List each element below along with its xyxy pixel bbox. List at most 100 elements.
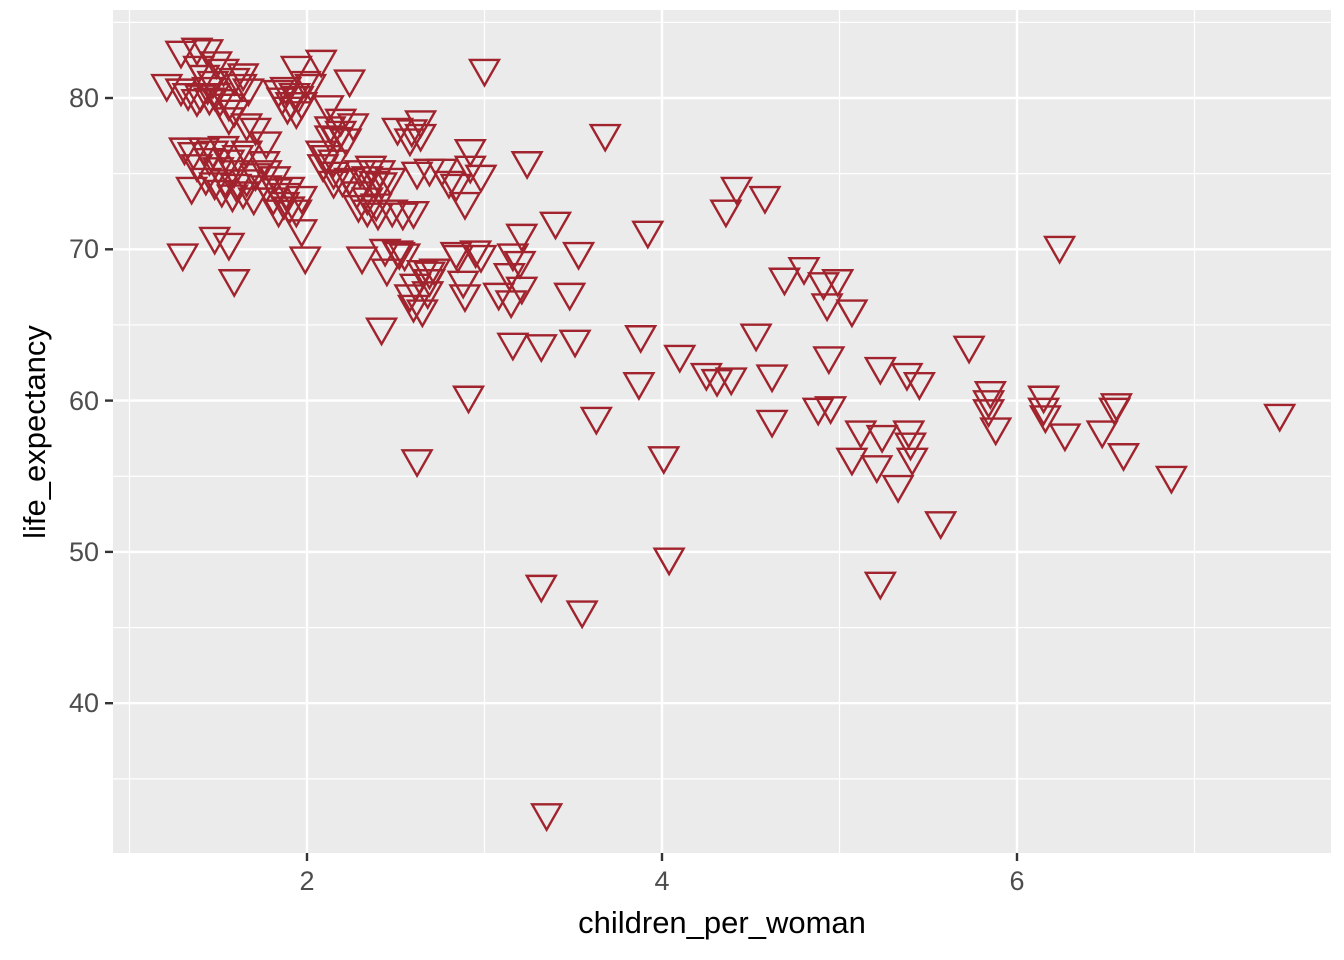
- data-point-triangle: [198, 226, 232, 256]
- data-point-triangle: [1106, 443, 1141, 473]
- data-point-triangle: [588, 123, 622, 153]
- data-point-triangle: [164, 40, 198, 70]
- data-point-triangle: [317, 170, 351, 200]
- data-point-triangle: [579, 406, 613, 436]
- data-point-triangle: [806, 272, 841, 302]
- data-point-triangle: [496, 243, 530, 273]
- data-point-triangle: [524, 334, 558, 364]
- data-point-triangle: [396, 294, 431, 324]
- data-point-triangle: [329, 128, 363, 158]
- data-point-triangle: [494, 290, 528, 320]
- data-point-triangle: [814, 396, 848, 426]
- data-point-triangle: [288, 246, 322, 276]
- data-point-triangle: [709, 199, 743, 229]
- data-point-triangle: [510, 151, 544, 181]
- data-point-triangle: [835, 447, 869, 477]
- y-axis-title: life_expectancy: [17, 325, 52, 539]
- data-point-triangle: [386, 202, 420, 232]
- data-point-triangle: [821, 269, 855, 299]
- data-point-triangle: [652, 547, 686, 577]
- data-point-triangle: [180, 89, 214, 119]
- data-point-triangle: [306, 154, 340, 184]
- data-point-triangle: [215, 184, 250, 214]
- data-point-triangle: [249, 131, 283, 161]
- data-point-triangle: [1154, 465, 1188, 495]
- data-point-triangle: [164, 78, 198, 108]
- data-point-triangle: [714, 367, 748, 397]
- data-point-triangle: [405, 259, 439, 289]
- data-point-triangle: [269, 76, 303, 106]
- data-point-triangle: [972, 390, 1006, 420]
- data-point-triangle: [505, 223, 539, 253]
- data-point-triangle: [453, 155, 487, 185]
- data-point-triangle: [647, 446, 681, 476]
- data-point-triangle: [237, 187, 271, 217]
- data-point-triangle: [835, 299, 869, 329]
- data-point-triangle: [524, 574, 558, 604]
- data-point-triangle: [293, 73, 328, 103]
- data-point-triangle: [285, 219, 319, 249]
- data-point-triangle: [364, 172, 399, 202]
- data-point-triangle: [357, 170, 392, 200]
- data-point-triangle: [530, 803, 564, 833]
- data-point-triangle: [464, 244, 498, 274]
- data-point-triangle: [631, 220, 665, 250]
- data-point-triangle: [230, 140, 264, 170]
- data-point-triangle: [924, 511, 958, 541]
- data-point-triangle: [425, 158, 459, 188]
- data-point-triangle: [230, 113, 264, 143]
- data-point-triangle: [375, 199, 409, 229]
- data-point-triangle: [860, 455, 894, 485]
- data-point-triangle: [166, 243, 200, 273]
- data-point-triangle: [1028, 405, 1062, 435]
- data-point-triangle: [167, 137, 202, 167]
- data-point-triangle: [755, 364, 789, 394]
- data-point-triangle: [863, 571, 897, 601]
- data-point-triangle: [441, 244, 475, 274]
- x-tick-label: 4: [654, 866, 670, 896]
- x-tick-label: 6: [1009, 866, 1025, 896]
- data-point-triangle: [224, 73, 258, 103]
- data-point-triangle: [881, 474, 915, 504]
- data-point-triangle: [404, 123, 438, 153]
- data-point-triangle: [205, 179, 239, 209]
- data-point-triangle: [448, 191, 482, 221]
- data-point-triangle: [279, 55, 313, 85]
- data-point-triangle: [812, 346, 846, 376]
- data-point-triangle: [439, 173, 473, 203]
- data-point-triangle: [350, 199, 384, 229]
- data-point-triangle: [451, 385, 486, 415]
- data-point-triangle: [405, 299, 439, 329]
- data-point-triangle: [396, 200, 431, 230]
- data-point-triangle: [388, 243, 422, 273]
- data-point-triangle: [1027, 397, 1061, 427]
- data-point-triangle: [895, 447, 929, 477]
- data-point-triangle: [333, 69, 367, 99]
- data-point-triangle: [538, 211, 573, 241]
- data-point-triangle: [345, 246, 379, 276]
- data-point-triangle: [972, 399, 1006, 429]
- data-point-triangle: [979, 417, 1013, 447]
- data-point-triangle: [262, 199, 296, 229]
- data-point-triangle: [893, 432, 928, 462]
- data-point-triangle: [247, 151, 281, 181]
- x-tick-label: 2: [299, 866, 315, 896]
- data-point-triangle: [221, 144, 255, 174]
- data-point-triangle: [382, 241, 416, 271]
- data-point-triangle: [448, 284, 482, 314]
- data-point-triangle: [902, 371, 936, 401]
- data-point-triangle: [1085, 420, 1119, 450]
- data-point-triangle: [553, 282, 587, 312]
- data-point-triangle: [192, 148, 226, 178]
- data-point-triangle: [562, 241, 596, 271]
- data-point-triangle: [748, 185, 782, 215]
- data-point-triangle: [890, 362, 924, 392]
- data-point-triangle: [309, 144, 344, 174]
- y-tick-label: 50: [68, 536, 99, 567]
- panel-background: [113, 10, 1331, 853]
- data-point-triangle: [272, 196, 306, 226]
- data-point-triangle: [1099, 393, 1133, 423]
- data-point-triangle: [810, 293, 844, 323]
- data-point-triangle: [689, 362, 723, 392]
